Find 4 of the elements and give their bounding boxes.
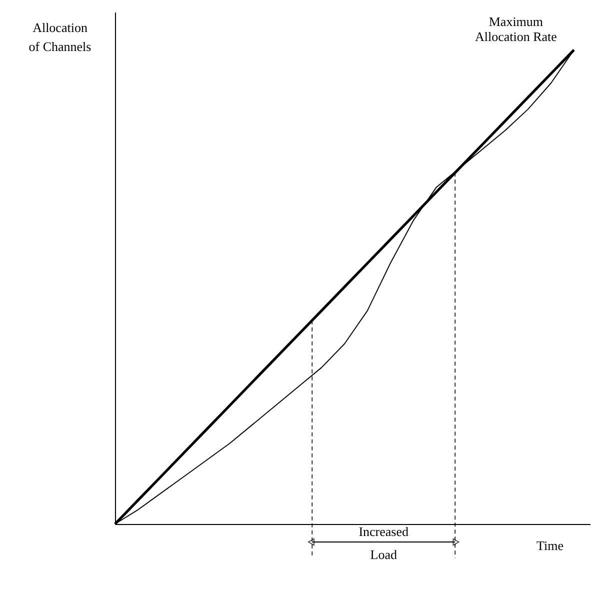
annotation: Increased Load [358, 524, 410, 562]
y-axis-title: Allocation of Channels [28, 20, 92, 54]
x-axis-title: Time [536, 538, 564, 553]
series-label: Maximum Allocation Rate [474, 14, 558, 44]
